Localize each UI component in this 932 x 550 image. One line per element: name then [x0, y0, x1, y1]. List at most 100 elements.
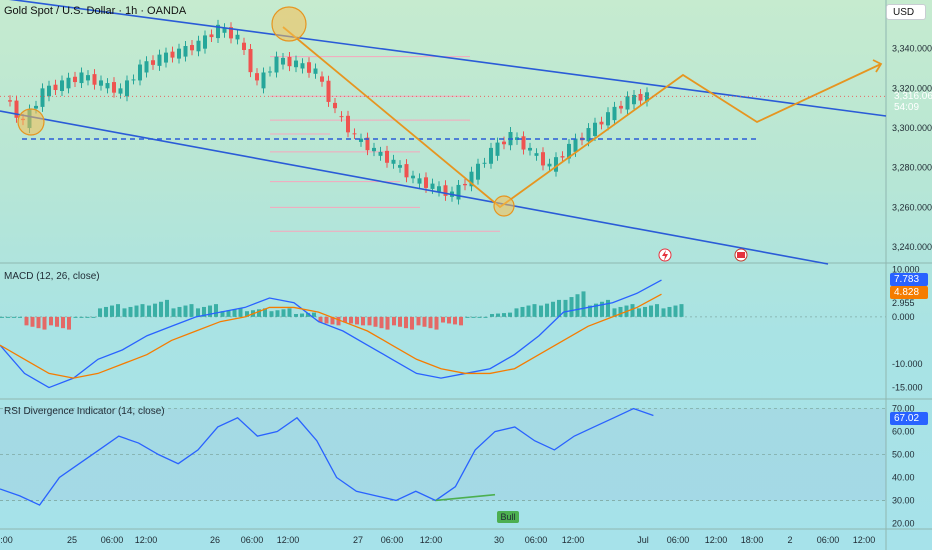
macd-histogram-bar	[343, 316, 347, 323]
bull-label-box	[497, 511, 519, 523]
candle-body	[203, 35, 207, 49]
candle-body	[209, 34, 214, 38]
candle-body	[144, 61, 149, 73]
macd-histogram-bar	[606, 299, 610, 317]
candle-body	[151, 60, 155, 65]
rsi-axis-label: 20.00	[892, 518, 915, 528]
candle-body	[294, 60, 298, 68]
macd-histogram-bar	[483, 316, 488, 318]
currency-button[interactable]: USD	[886, 4, 926, 20]
time-axis-label: Jul	[637, 535, 649, 545]
time-axis-label: 26	[210, 535, 220, 545]
macd-histogram-bar	[502, 313, 506, 317]
macd-histogram-bar	[73, 316, 78, 318]
macd-histogram-bar	[569, 297, 574, 317]
time-axis-label: 12:00	[277, 535, 300, 545]
macd-histogram-bar	[655, 304, 659, 317]
candle-body	[632, 94, 636, 105]
macd-histogram-bar	[245, 311, 249, 317]
candle-body	[125, 80, 129, 97]
macd-histogram-bar	[165, 299, 169, 317]
macd-histogram-bar	[61, 316, 65, 329]
macd-histogram-bar	[600, 301, 604, 317]
candle-body	[268, 71, 272, 73]
price-badge-value: 3,316.065	[894, 91, 932, 102]
macd-histogram-bar	[385, 316, 390, 330]
candle-body	[495, 142, 500, 156]
macd-axis-label: 2.955	[892, 298, 915, 308]
candle-body	[235, 34, 240, 40]
rsi-axis-label: 60.00	[892, 427, 915, 437]
macd-histogram-bar	[355, 316, 359, 325]
candle-body	[105, 83, 110, 89]
rsi-axis-label: 30.00	[892, 495, 915, 505]
macd-histogram-bar	[189, 304, 194, 317]
macd-histogram-bar	[110, 305, 114, 317]
macd-histogram-bar	[324, 316, 329, 324]
candle-body	[307, 62, 311, 73]
macd-histogram-bar	[226, 310, 231, 317]
macd-histogram-bar	[128, 306, 133, 317]
macd-histogram-bar	[588, 305, 592, 317]
macd-histogram-bar	[42, 316, 47, 330]
time-axis-label: 18:00	[741, 535, 764, 545]
macd-histogram-bar	[667, 306, 672, 317]
macd-histogram-bar	[294, 314, 298, 317]
candle-body	[99, 80, 103, 86]
macd-histogram-bar	[661, 308, 666, 317]
candle-body	[320, 76, 324, 82]
macd-histogram-bar	[91, 316, 96, 318]
macd-histogram-bar	[477, 316, 482, 318]
macd-histogram-bar	[428, 316, 433, 329]
macd-histogram-bar	[0, 316, 4, 318]
macd-histogram-bar	[496, 313, 500, 317]
candle-body	[346, 115, 350, 133]
candle-body	[573, 138, 578, 152]
macd-histogram-bar	[453, 316, 457, 325]
time-axis-label: 30	[494, 535, 504, 545]
macd-histogram-bar	[30, 316, 35, 327]
candle-body	[541, 152, 545, 166]
time-axis-label: 12:00	[853, 535, 876, 545]
macd-histogram-bar	[232, 309, 237, 317]
macd-histogram-bar	[55, 316, 59, 327]
time-axis-label: 2:00	[0, 535, 13, 545]
macd-histogram-bar	[159, 301, 163, 317]
candle-body	[365, 137, 370, 151]
macd-histogram-bar	[208, 305, 212, 317]
rsi-axis-label: 50.00	[892, 450, 915, 460]
candle-body	[164, 52, 168, 63]
candle-body	[554, 157, 558, 172]
candle-body	[138, 64, 142, 81]
rsi-badge: 67.02	[890, 412, 928, 425]
macd-histogram-bar	[618, 306, 623, 317]
macd-histogram-bar	[183, 305, 188, 317]
macd-histogram-bar	[514, 308, 519, 317]
macd-histogram-bar	[49, 316, 53, 326]
macd-histogram-bar	[104, 306, 108, 317]
macd-histogram-bar	[520, 306, 525, 317]
projection-path-line	[282, 26, 882, 209]
candle-body	[92, 74, 97, 85]
time-axis-label: 06:00	[817, 535, 840, 545]
candle-body	[463, 183, 467, 186]
candle-body	[14, 100, 19, 118]
candle-body	[606, 112, 610, 126]
macd-histogram-bar	[220, 311, 225, 317]
candle-body	[40, 88, 45, 107]
candle-body	[300, 63, 305, 69]
macd-histogram-bar	[643, 306, 647, 317]
macd-axis-label: 10.000	[892, 265, 920, 275]
candle-body	[326, 80, 331, 102]
candle-body	[424, 177, 428, 188]
macd-histogram-bar	[287, 308, 292, 317]
candle-body	[638, 93, 643, 101]
bull-divergence-line	[435, 493, 496, 502]
macd-histogram-bar	[612, 308, 617, 317]
candle-body	[313, 68, 318, 74]
candle-body	[66, 77, 71, 89]
candles-group	[8, 19, 649, 205]
macd-histogram-bar	[422, 316, 427, 327]
candle-body	[248, 48, 253, 73]
